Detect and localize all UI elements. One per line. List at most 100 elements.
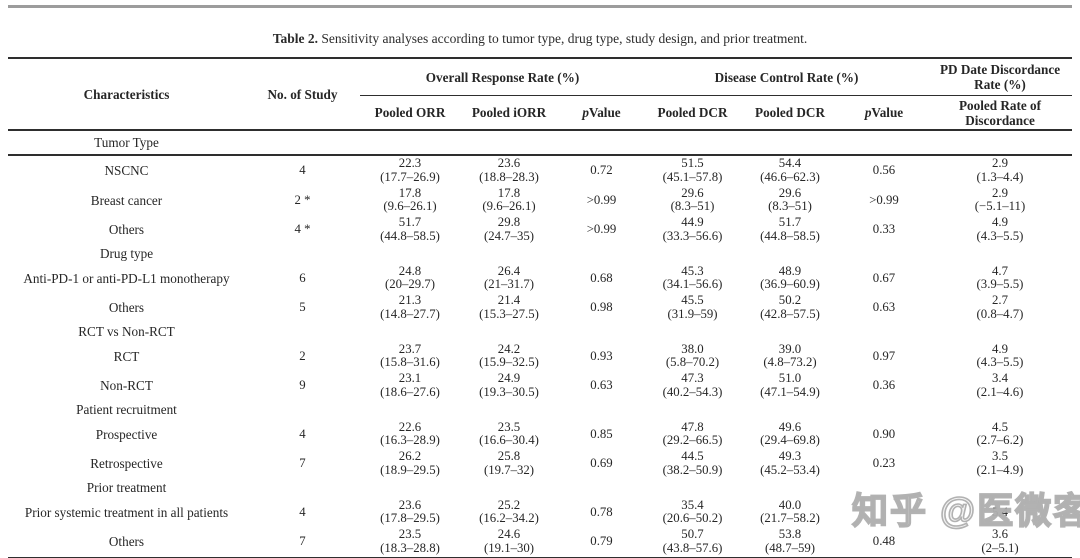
cell-pooled-dcr: 29.6 (8.3–51): [645, 185, 740, 214]
cell-line: 0.72: [590, 163, 613, 177]
table-header: Characteristics No. of Study Overall Res…: [8, 57, 1072, 131]
cell-line: >0.99: [586, 192, 617, 207]
cell-line: 51.5: [681, 156, 704, 171]
cell-line: (8.3–51): [670, 199, 715, 214]
cell-p-value-orr: 0.78: [558, 505, 645, 520]
cell-p-value-orr: 0.79: [558, 534, 645, 549]
cell-line: 0.36: [872, 378, 896, 392]
row-no-of-study: 7: [299, 456, 306, 470]
cell-line: (2–5.1): [981, 540, 1019, 555]
cell-line: (21.7–58.2): [760, 511, 820, 526]
cell-line: 0.33: [872, 222, 896, 236]
cell-line: 44.5: [681, 449, 704, 464]
cell-pooled-dcr-2: 29.6 (8.3–51): [740, 186, 840, 214]
row-label: Others: [108, 222, 145, 237]
col-header-pooled-orr: Pooled ORR: [374, 105, 446, 120]
cell-line: 0.63: [872, 300, 896, 314]
cell-pooled-rate-of-discordance: 4.9 (4.3–5.5): [928, 216, 1072, 243]
cell-line: 4.9: [992, 341, 1008, 356]
cell-pooled-dcr-2: 39.0 (4.8–73.2): [740, 342, 840, 370]
cell-line: 17.8: [398, 185, 422, 200]
cell-pooled-rate-of-discordance: 2.9 (−5.1–11): [928, 186, 1072, 214]
cell-p-value-dcr: 0.67: [840, 271, 928, 286]
cell-line: 23.5: [398, 527, 422, 542]
cell-line: 5.4: [992, 504, 1008, 519]
cell-line: (16.6–30.4): [479, 433, 539, 448]
row-label: Non-RCT: [100, 378, 153, 393]
cell-line: (17.8–29.5): [380, 511, 440, 526]
row-no-of-study: 7: [299, 534, 306, 548]
cell-line: 29.6: [681, 185, 704, 200]
cell-p-value-orr: >0.99: [558, 192, 645, 208]
col-header-characteristics: Characteristics: [83, 86, 170, 102]
cell-pooled-dcr: 35.4 (20.6–50.2): [645, 498, 740, 526]
cell-pooled-rate-of-discordance: 3.4 (2.1–4.6): [928, 372, 1072, 399]
cell-line: (31.9–59): [667, 306, 718, 321]
cell-line: 17.8: [497, 185, 521, 200]
cell-pooled-orr: 51.7 (44.8–58.5): [360, 216, 460, 243]
table-row: Prospective 4 22.6 (16.3–28.9) 23.5 (16.6–30.…: [8, 420, 1072, 450]
cell-pooled-rate-of-discordance: 4.9 (4.3–5.5): [928, 341, 1072, 370]
cell-p-value-orr: 0.93: [558, 349, 645, 364]
row-no-of-study: 4: [299, 426, 306, 441]
cell-line: 24.6: [497, 527, 521, 542]
cell-pooled-orr: 22.3 (17.7–26.9): [360, 157, 460, 184]
cell-pooled-iorr: 29.8 (24.7–35): [460, 216, 558, 243]
cell-p-value-dcr: 0.56: [840, 163, 928, 178]
cell-line: 0.56: [872, 163, 896, 177]
cell-line: 4.9: [992, 215, 1008, 230]
cell-line: 2.7: [992, 293, 1008, 308]
cell-pooled-dcr: 51.5 (45.1–57.8): [645, 157, 740, 184]
col-header-p-value-dcr: p Value: [864, 105, 904, 120]
cell-line: (18.8–28.3): [479, 169, 539, 184]
cell-line: (2.7–6.2): [976, 433, 1024, 448]
cell-line: (45.1–57.8): [662, 169, 723, 184]
row-no-of-study: 9: [299, 378, 306, 392]
cell-line: 23.6: [398, 497, 422, 512]
cell-line: (14.8–27.7): [380, 306, 440, 321]
table-row: NSCNC 4 22.3 (17.7–26.9) 23.6 (18.8–28.3) 0.72…: [8, 156, 1072, 186]
cell-pooled-dcr: 45.3 (34.1–56.6): [645, 264, 740, 292]
row-no-of-study: 4: [299, 504, 306, 519]
cell-line: 49.6: [778, 419, 802, 434]
cell-line: 47.3: [681, 371, 704, 386]
cell-pooled-rate-of-discordance: 2.7 (0.8–4.7): [928, 294, 1072, 321]
cell-line: 23.5: [497, 419, 521, 434]
cell-line: (24.7–35): [483, 228, 535, 243]
cell-line: (43.8–57.6): [662, 540, 723, 555]
cell-pooled-orr: 24.8 (20–29.7): [360, 264, 460, 292]
cell-p-value-orr: 0.72: [558, 163, 645, 178]
cell-line: (15.9–32.5): [479, 355, 539, 370]
section-header-row: Prior treatment: [8, 479, 1072, 498]
cell-pooled-iorr: 26.4 (21–31.7): [460, 264, 558, 292]
row-no-of-study: 4 *: [294, 222, 311, 236]
cell-line: 54.4: [778, 156, 802, 171]
cell-line: (15.3–27.5): [479, 306, 539, 321]
cell-line: 48.9: [778, 263, 802, 278]
cell-line: 22.6: [398, 419, 422, 434]
cell-pooled-iorr: 21.4 (15.3–27.5): [460, 294, 558, 321]
cell-pooled-rate-of-discordance: 5.4: [928, 504, 1072, 520]
cell-pooled-iorr: 23.5 (16.6–30.4): [460, 419, 558, 448]
cell-line: (4.8–73.2): [763, 355, 817, 370]
col-header-pooled-dcr-2: Pooled DCR: [755, 105, 825, 120]
cell-pooled-dcr: 47.3 (40.2–54.3): [645, 372, 740, 399]
cell-line: 22.3: [398, 156, 422, 171]
cell-line: (46.6–62.3): [760, 169, 820, 184]
cell-pooled-dcr-2: 53.8 (48.7–59): [740, 528, 840, 555]
section-label: Prior treatment: [86, 480, 167, 495]
cell-pooled-rate-of-discordance: 2.9 (1.3–4.4): [928, 157, 1072, 184]
cell-line: 53.8: [778, 527, 802, 542]
table-row: Prior systemic treatment in all patients…: [8, 498, 1072, 528]
cell-p-value-dcr: 0.63: [840, 300, 928, 315]
row-no-of-study: 2: [299, 348, 306, 363]
cell-line: 0.68: [590, 270, 613, 285]
cell-line: 0.48: [872, 534, 896, 548]
cell-pooled-iorr: 24.6 (19.1–30): [460, 528, 558, 555]
cell-line: (0.8–4.7): [976, 306, 1024, 321]
cell-pooled-iorr: 25.2 (16.2–34.2): [460, 498, 558, 526]
cell-line: 40.0: [778, 497, 802, 512]
col-header-pooled-dcr: Pooled DCR: [657, 105, 728, 120]
section-label: Tumor Type: [94, 134, 159, 150]
row-no-of-study: 4: [299, 163, 306, 177]
